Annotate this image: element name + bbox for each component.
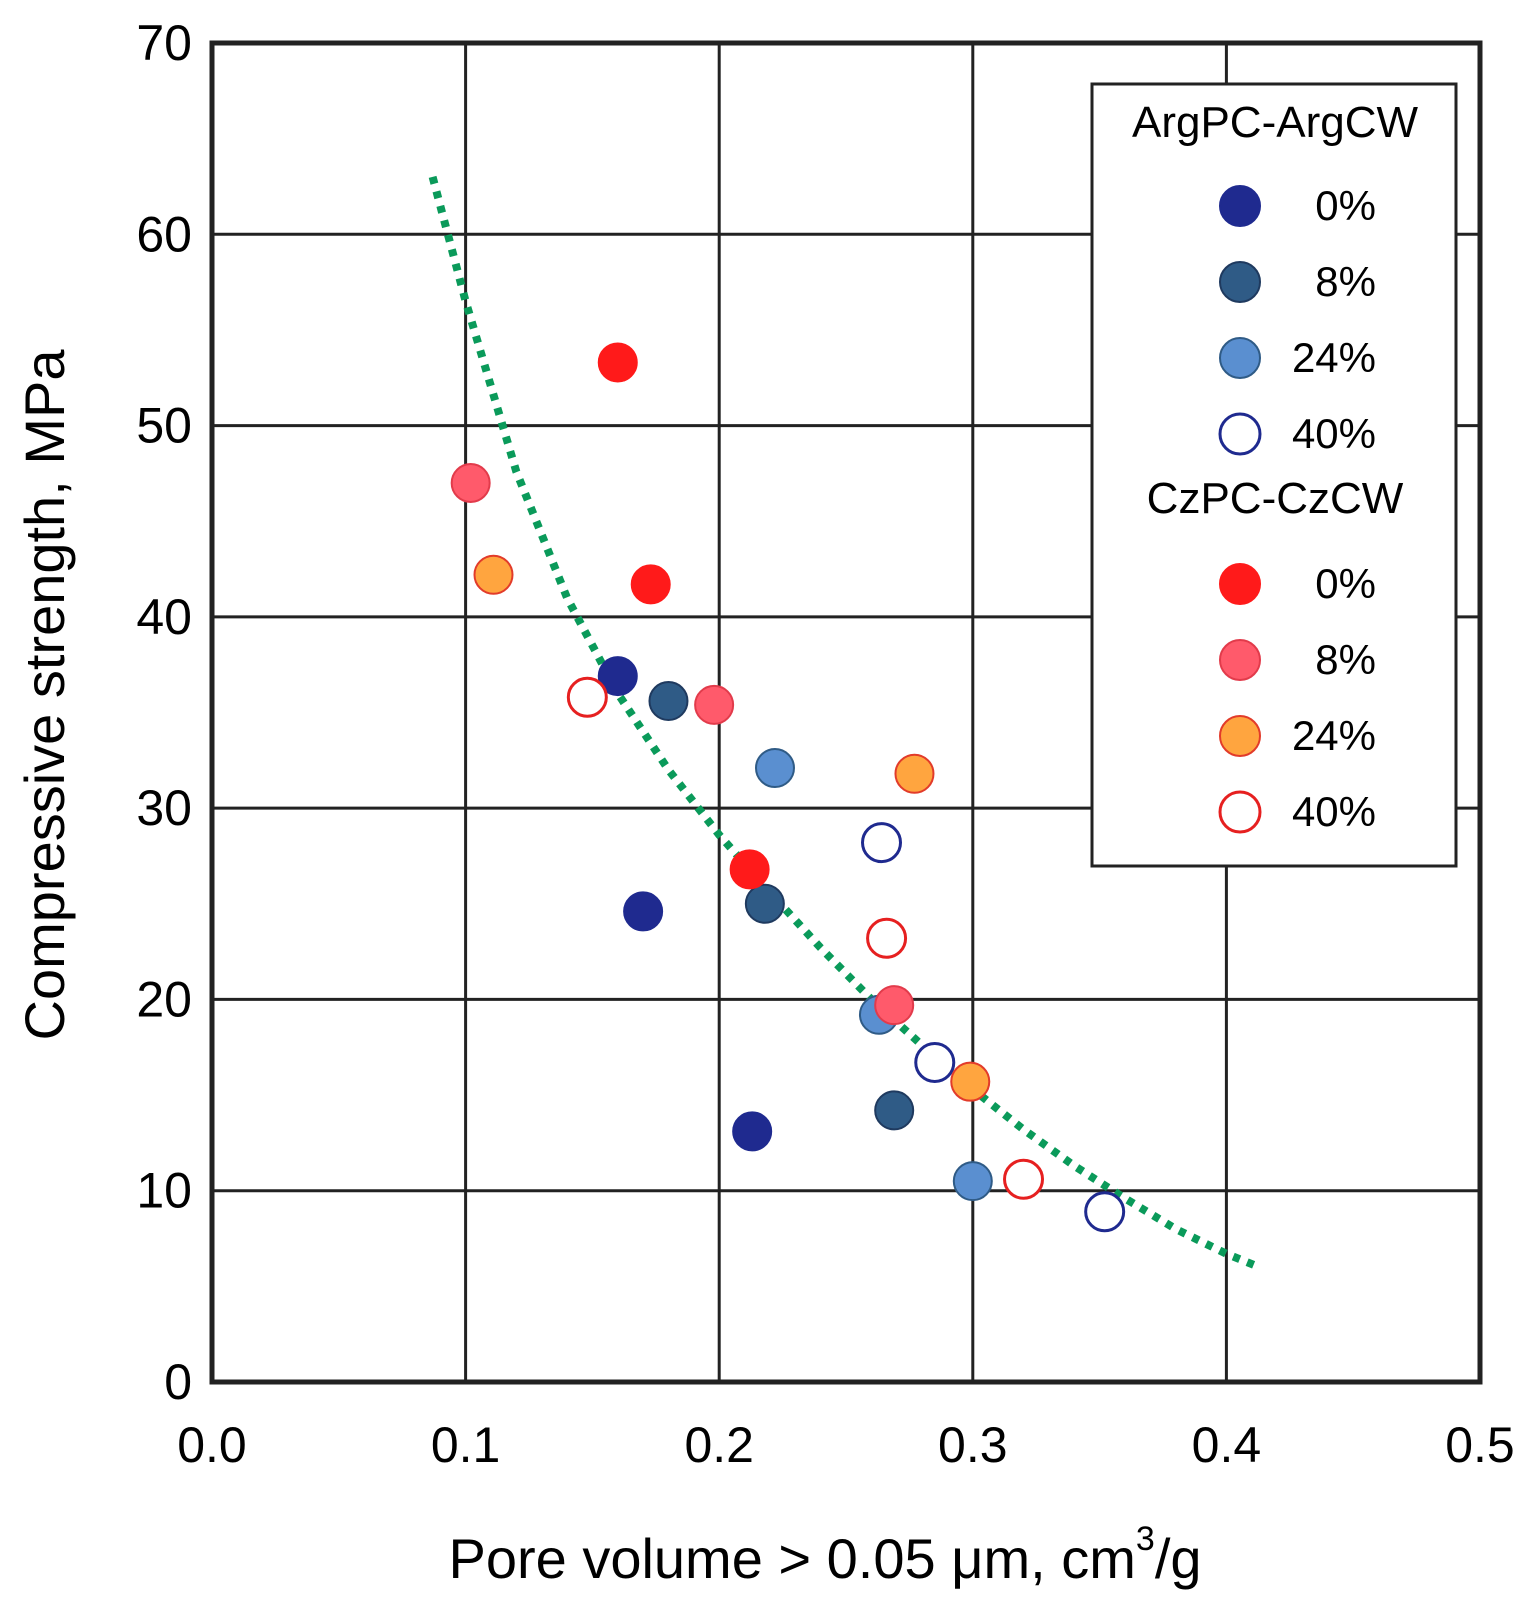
y-tick-label: 40 xyxy=(136,589,192,645)
legend-label: 24% xyxy=(1292,334,1376,381)
data-point xyxy=(866,917,908,959)
data-point xyxy=(729,849,770,890)
legend-label: 8% xyxy=(1315,258,1376,305)
data-point xyxy=(894,753,935,794)
legend-label: 0% xyxy=(1315,560,1376,607)
y-tick-label: 30 xyxy=(136,780,192,836)
y-tick-label: 0 xyxy=(164,1354,192,1410)
data-point xyxy=(1084,1191,1126,1233)
data-point xyxy=(874,985,915,1026)
legend-label: 8% xyxy=(1315,636,1376,683)
data-point xyxy=(566,676,608,718)
legend-marker xyxy=(1219,185,1261,227)
trendline-path xyxy=(428,175,1261,1271)
data-point xyxy=(473,554,514,595)
plot-frame xyxy=(209,40,1483,1385)
legend-marker xyxy=(1218,412,1262,456)
data-point xyxy=(450,462,491,503)
data-point xyxy=(732,1111,773,1152)
x-tick-label: 0.5 xyxy=(1445,1417,1515,1473)
data-points xyxy=(450,342,1126,1233)
legend-box xyxy=(1090,82,1458,868)
data-point xyxy=(694,684,735,725)
legend-label: 0% xyxy=(1315,182,1376,229)
data-point xyxy=(630,564,671,605)
x-axis-title-main: Pore volume > 0.05 μm, cm xyxy=(448,1527,1135,1590)
legend: ArgPC-ArgCW 0% 8% 24% 40% CzPC-CzCW 0% 8% 24% 40% xyxy=(1090,82,1458,868)
x-tick-label: 0.0 xyxy=(177,1417,247,1473)
legend-marker xyxy=(1219,639,1261,681)
x-tick-label: 0.1 xyxy=(431,1417,501,1473)
data-point xyxy=(744,883,785,924)
legend-marker xyxy=(1219,563,1261,605)
legend-marker xyxy=(1218,790,1262,834)
data-point xyxy=(597,342,638,383)
legend-group-title: CzPC-CzCW xyxy=(1147,474,1404,523)
data-point xyxy=(874,1090,915,1131)
x-axis-title-tail: /g xyxy=(1155,1527,1202,1590)
data-point xyxy=(1003,1158,1045,1200)
x-axis-title-sup: 3 xyxy=(1136,1520,1155,1558)
legend-label: 40% xyxy=(1292,410,1376,457)
legend-label: 24% xyxy=(1292,712,1376,759)
x-tick-labels: 0.0 0.1 0.2 0.3 0.4 0.5 xyxy=(177,1417,1515,1473)
legend-marker xyxy=(1219,715,1261,757)
y-tick-label: 10 xyxy=(136,1163,192,1219)
data-point xyxy=(648,681,689,722)
data-point xyxy=(914,1042,956,1084)
y-axis-title: Compressive strength, MPa xyxy=(13,349,76,1041)
x-axis-title: Pore volume > 0.05 μm, cm3/g xyxy=(448,1520,1201,1590)
legend-marker xyxy=(1219,261,1261,303)
y-tick-labels: 0 10 20 30 40 50 60 70 xyxy=(136,15,192,1410)
data-point xyxy=(623,891,664,932)
data-point xyxy=(950,1061,991,1102)
y-tick-label: 70 xyxy=(136,15,192,71)
data-point xyxy=(861,822,903,864)
legend-marker xyxy=(1219,337,1261,379)
x-tick-label: 0.4 xyxy=(1192,1417,1262,1473)
legend-label: 40% xyxy=(1292,788,1376,835)
legend-group-title: ArgPC-ArgCW xyxy=(1132,98,1418,147)
trendline xyxy=(428,175,1261,1271)
x-tick-label: 0.2 xyxy=(684,1417,754,1473)
data-point xyxy=(597,656,638,697)
data-point xyxy=(754,747,795,788)
y-tick-label: 60 xyxy=(136,206,192,262)
data-point xyxy=(952,1161,993,1202)
x-tick-label: 0.3 xyxy=(938,1417,1008,1473)
y-tick-label: 20 xyxy=(136,971,192,1027)
y-tick-label: 50 xyxy=(136,398,192,454)
